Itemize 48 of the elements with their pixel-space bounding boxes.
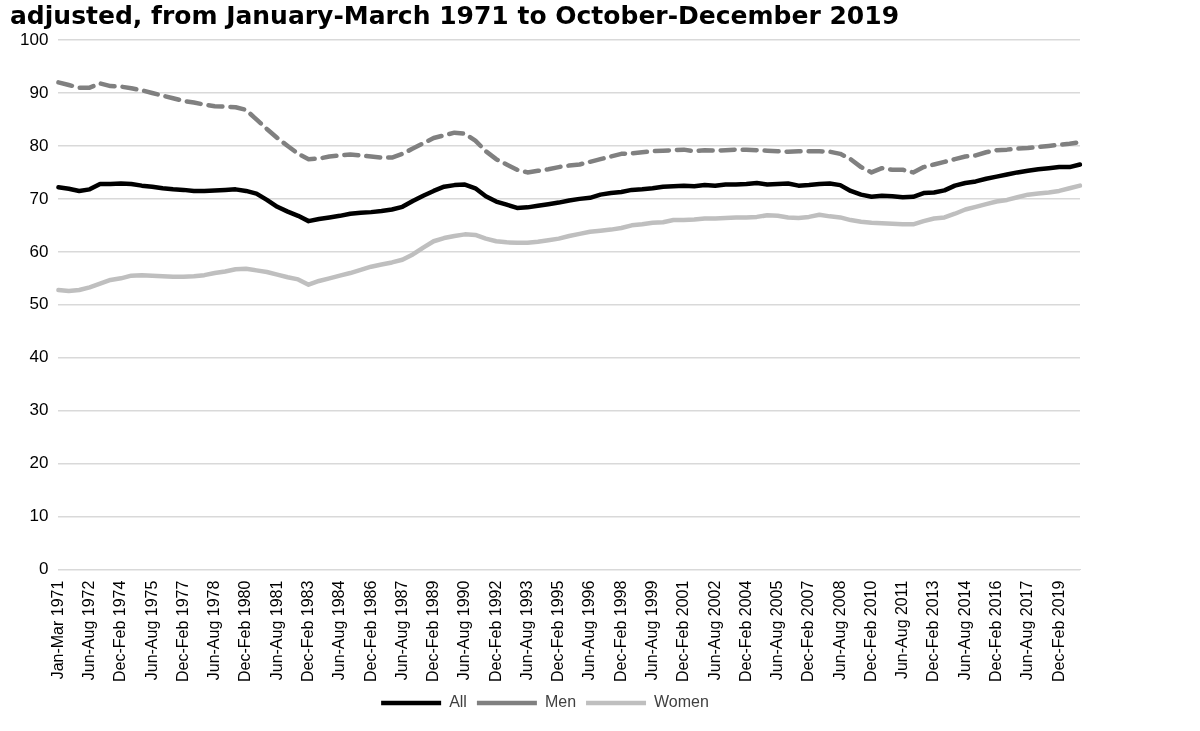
x-tick-label: Dec-Feb 1998 (611, 580, 629, 682)
x-tick-label: Jun-Aug 1993 (517, 580, 535, 681)
legend-label: Women (654, 693, 709, 711)
legend-label: All (449, 693, 467, 711)
x-tick-label: Jun-Aug 1996 (580, 580, 598, 681)
x-tick-label: Dec-Feb 1983 (298, 580, 316, 682)
x-tick-label: Dec-Feb 2001 (674, 580, 692, 682)
x-tick-label: Jun-Aug 2011 (893, 580, 911, 680)
x-tick-label: Dec-Feb 1992 (486, 580, 504, 682)
y-tick-label: 40 (29, 347, 49, 367)
y-tick-label: 50 (29, 294, 49, 314)
y-tick-label: 100 (19, 29, 49, 49)
x-tick-label: Jun-Aug 1990 (455, 580, 473, 681)
y-tick-label: 30 (29, 400, 49, 420)
x-tick-label: Dec-Feb 2016 (987, 580, 1005, 682)
y-tick-label: 20 (29, 453, 49, 473)
y-tick-label: 80 (29, 135, 49, 155)
y-tick-label: 90 (29, 82, 49, 102)
x-tick-label: Jun-Aug 1975 (142, 580, 160, 681)
x-tick-label: Jun-Aug 2005 (768, 580, 786, 681)
x-tick-label: Jun-Aug 2008 (830, 580, 848, 681)
x-tick-label: Jun-Aug 1984 (330, 580, 348, 681)
x-tick-label: Dec-Feb 2019 (1049, 580, 1067, 682)
x-tick-label: Jun-Aug 1981 (267, 580, 285, 681)
x-tick-label: Dec-Feb 1977 (173, 580, 191, 682)
y-tick-label: 10 (29, 506, 49, 526)
x-tick-label: Dec-Feb 2007 (799, 580, 817, 682)
y-tick-label: 0 (38, 559, 49, 579)
x-tick-label: Dec-Feb 2013 (924, 580, 942, 682)
y-tick-label: 70 (29, 188, 49, 208)
chart-title: adjusted, from January-March 1971 to October-December 2019 (10, 0, 900, 30)
x-tick-label: Jun-Aug 1978 (205, 580, 223, 681)
x-tick-label: Dec-Feb 2010 (861, 580, 879, 682)
x-tick-label: Dec-Feb 1974 (111, 580, 129, 682)
x-tick-label: Jun-Aug 2014 (955, 580, 973, 681)
legend-label: Men (544, 693, 577, 711)
x-tick-label: Jun-Aug 2002 (705, 580, 723, 681)
y-tick-label: 60 (29, 241, 49, 261)
x-tick-label: Jun-Aug 1972 (80, 580, 98, 681)
x-tick-label: Dec-Feb 1989 (424, 580, 442, 682)
x-tick-label: Jun-Aug 1987 (392, 580, 410, 681)
x-tick-label: Jan-Mar 1971 (48, 580, 66, 680)
x-tick-label: Dec-Feb 1980 (236, 580, 254, 682)
x-tick-label: Jun-Aug 1999 (642, 580, 660, 681)
x-tick-label: Dec-Feb 2004 (736, 580, 754, 682)
x-tick-label: Jun-Aug 2017 (1018, 580, 1036, 681)
x-tick-label: Dec-Feb 1995 (549, 580, 567, 682)
x-tick-label: Dec-Feb 1986 (361, 580, 379, 682)
